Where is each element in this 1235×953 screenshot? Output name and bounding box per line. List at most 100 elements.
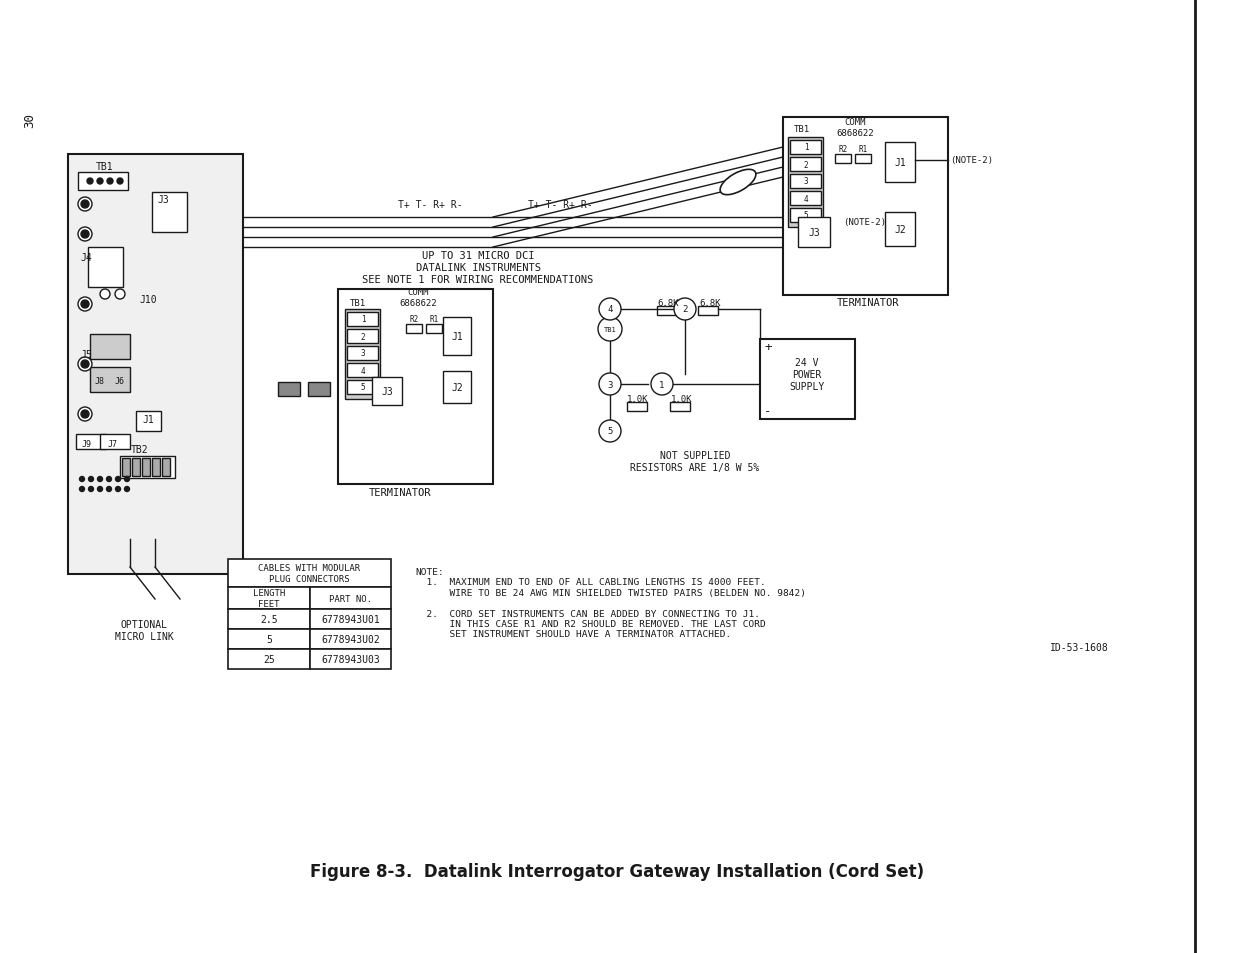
Circle shape [125,477,130,482]
Bar [783,118,948,295]
Text: J9: J9 [82,440,91,449]
Text: J8: J8 [95,377,105,386]
Text: -: - [764,405,772,418]
Text: J3: J3 [157,194,169,205]
Text: ID-53-1608: ID-53-1608 [1050,642,1109,652]
Bar [162,458,170,476]
Bar [347,380,378,395]
Text: T+ T- R+ R-: T+ T- R+ R- [398,200,462,210]
Circle shape [598,317,622,341]
Text: J1: J1 [894,158,906,168]
Text: TB1: TB1 [350,298,366,307]
Text: J3: J3 [808,228,820,237]
Circle shape [78,297,91,312]
Circle shape [79,477,84,482]
Text: 24 V
POWER
SUPPLY: 24 V POWER SUPPLY [789,358,825,391]
Bar [308,382,330,396]
Bar [310,649,391,669]
Circle shape [82,411,89,418]
Bar [278,382,300,396]
Bar [142,458,149,476]
Text: 2: 2 [682,305,688,314]
Bar [132,458,140,476]
Text: 30: 30 [23,112,37,128]
Circle shape [78,357,91,372]
Text: 2: 2 [804,160,809,170]
Text: COMM
6868622: COMM 6868622 [399,288,437,308]
Text: TB1: TB1 [794,126,810,134]
Circle shape [651,374,673,395]
Text: 4: 4 [361,366,366,375]
Bar [347,347,378,360]
Text: NOT SUPPLIED
RESISTORS ARE 1/8 W 5%: NOT SUPPLIED RESISTORS ARE 1/8 W 5% [630,451,760,473]
Text: 5: 5 [361,383,366,392]
Circle shape [89,487,94,492]
Bar [88,248,124,288]
Text: 6778943U01: 6778943U01 [321,615,379,624]
Circle shape [125,487,130,492]
Text: 1: 1 [361,315,366,324]
Text: 1.0K: 1.0K [672,395,693,403]
Bar [120,456,175,478]
Text: R1: R1 [430,315,438,324]
Circle shape [115,290,125,299]
Text: R2: R2 [839,146,847,154]
Text: 5: 5 [608,427,613,436]
Bar [310,609,391,629]
Circle shape [78,228,91,242]
Text: J10: J10 [140,294,157,305]
Circle shape [98,179,103,185]
Bar [657,307,677,315]
Circle shape [78,408,91,421]
Text: 25: 25 [263,655,274,664]
Text: T+ T- R+ R-: T+ T- R+ R- [527,200,593,210]
Ellipse shape [720,171,756,195]
Circle shape [82,360,89,369]
Bar [310,629,391,649]
Bar [885,213,915,247]
Bar [790,158,821,172]
Bar [228,587,310,609]
Circle shape [599,298,621,320]
Text: 4: 4 [608,305,613,314]
Text: J4: J4 [80,253,91,263]
Text: J7: J7 [107,440,119,449]
Circle shape [116,487,121,492]
Bar [760,339,855,419]
Circle shape [98,477,103,482]
Bar [152,193,186,233]
Text: 6.8K: 6.8K [657,298,679,307]
Circle shape [674,298,697,320]
Bar [122,458,130,476]
Bar [790,141,821,154]
Bar [310,587,391,609]
Text: UP TO 31 MICRO DCI
DATALINK INSTRUMENTS
SEE NOTE 1 FOR WIRING RECOMMENDATIONS: UP TO 31 MICRO DCI DATALINK INSTRUMENTS … [362,252,594,284]
Text: 3: 3 [361,349,366,358]
Bar [345,310,380,399]
Circle shape [116,477,121,482]
Circle shape [86,179,93,185]
Text: 4: 4 [804,194,809,203]
Text: TB2: TB2 [131,444,148,455]
Circle shape [89,477,94,482]
Circle shape [78,198,91,212]
Bar [78,172,128,191]
Text: TERMINATOR: TERMINATOR [837,297,899,308]
Bar [426,325,442,334]
Bar [835,154,851,164]
Circle shape [106,487,111,492]
Circle shape [117,179,124,185]
Text: 5: 5 [266,635,272,644]
Bar [372,377,403,406]
Bar [100,435,130,450]
Bar [152,458,161,476]
Text: COMM
6868622: COMM 6868622 [836,118,874,137]
Text: J2: J2 [894,225,906,234]
Text: R1: R1 [858,146,868,154]
Text: LENGTH
FEET: LENGTH FEET [253,589,285,608]
Text: 6778943U02: 6778943U02 [321,635,379,644]
Text: 1: 1 [804,143,809,152]
Circle shape [79,487,84,492]
Text: TERMINATOR: TERMINATOR [369,488,431,497]
Text: 5: 5 [804,212,809,220]
